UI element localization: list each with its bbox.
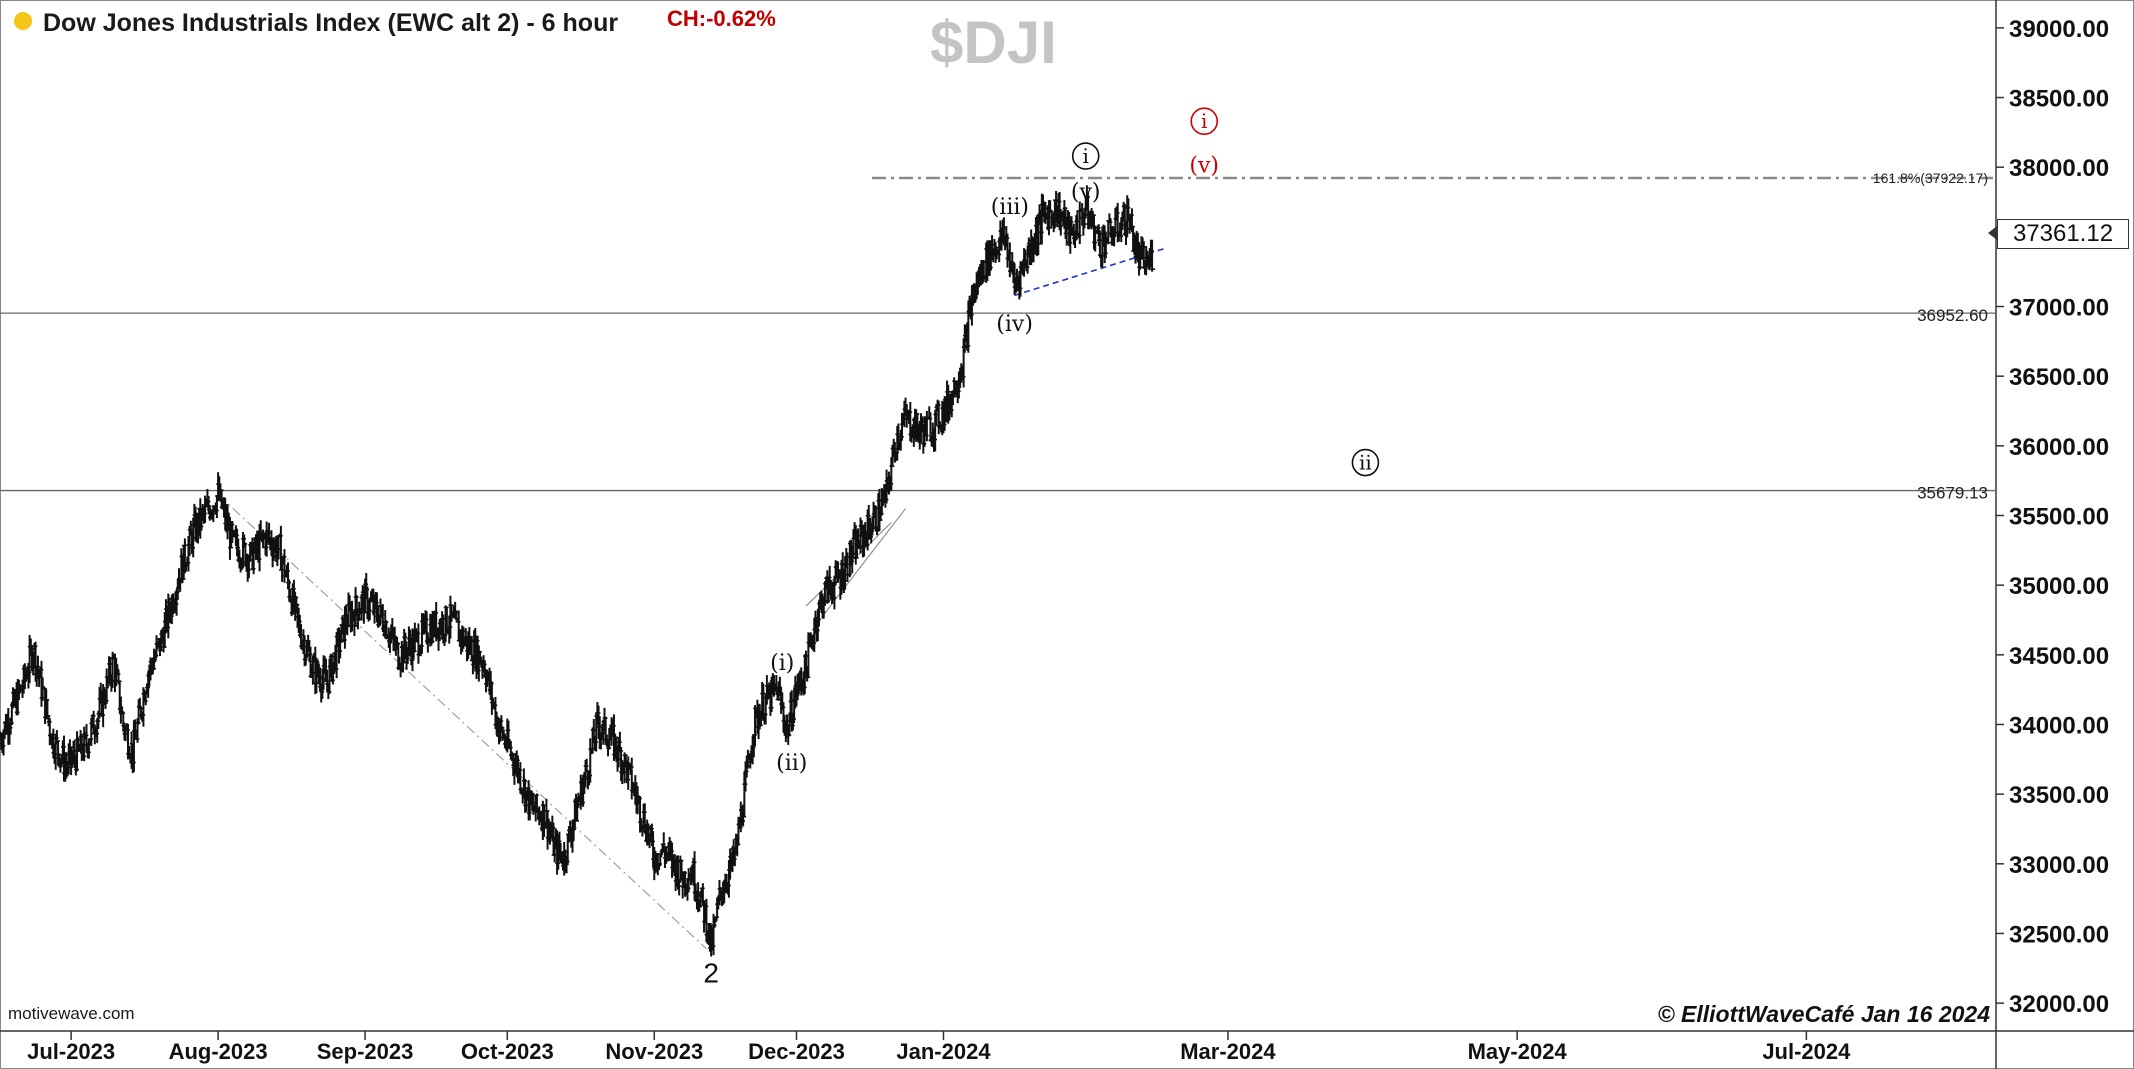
trend-line (805, 522, 892, 607)
y-tick-label: 34500.00 (2009, 643, 2109, 670)
x-tick-label: Dec-2023 (748, 1039, 845, 1064)
x-tick-label: May-2024 (1468, 1039, 1568, 1064)
status-dot-icon (14, 12, 32, 30)
wave-label: (v) (1189, 153, 1219, 178)
wave-label: (i) (770, 651, 794, 676)
wave-label: i (1201, 109, 1207, 133)
copyright-label: © ElliottWaveCafé Jan 16 2024 (1657, 1001, 1990, 1027)
change-label: CH:-0.62% (667, 6, 776, 31)
x-tick-label: Mar-2024 (1180, 1039, 1276, 1064)
y-tick-label: 32500.00 (2009, 921, 2109, 948)
wave-label: (iv) (996, 312, 1033, 337)
x-tick-label: Jul-2024 (1762, 1039, 1851, 1064)
wave-label: ii (1359, 451, 1372, 475)
x-tick-label: Aug-2023 (169, 1039, 268, 1064)
wave-label: (iii) (991, 195, 1029, 220)
y-tick-label: 37000.00 (2009, 295, 2109, 322)
y-tick-label: 39000.00 (2009, 16, 2109, 43)
wave-label: (ii) (776, 751, 807, 776)
y-tick-label: 32000.00 (2009, 991, 2109, 1018)
y-tick-label: 36000.00 (2009, 434, 2109, 461)
last-price-pointer-icon (1988, 226, 1997, 240)
chart-title: Dow Jones Industrials Index (EWC alt 2) … (43, 9, 619, 37)
y-tick-label: 34000.00 (2009, 712, 2109, 739)
level-label: 36952.60 (1917, 306, 1988, 325)
trend-line (217, 494, 707, 950)
x-tick-label: Jan-2024 (896, 1039, 991, 1064)
wave-label: i (1083, 144, 1089, 168)
wave-label: (v) (1071, 180, 1101, 205)
wave-label-circle (1190, 107, 1219, 136)
y-tick-label: 36500.00 (2009, 364, 2109, 391)
level-label: 35679.13 (1917, 484, 1988, 503)
last-price-label: 37361.12 (1997, 219, 2129, 249)
x-tick-label: Jul-2023 (27, 1039, 115, 1064)
x-tick-label: Sep-2023 (317, 1039, 414, 1064)
brand-label: motivewave.com (8, 1004, 135, 1023)
symbol-watermark: $DJI (930, 9, 1057, 76)
x-tick-label: Nov-2023 (605, 1039, 703, 1064)
y-tick-label: 33500.00 (2009, 782, 2109, 809)
wave-label: 2 (703, 957, 719, 988)
wave-label-circle (1071, 142, 1100, 170)
y-tick-label: 33000.00 (2009, 852, 2109, 879)
trend-line (824, 508, 906, 614)
x-tick-label: Oct-2023 (461, 1039, 554, 1064)
y-tick-label: 35000.00 (2009, 573, 2109, 600)
y-tick-label: 35500.00 (2009, 504, 2109, 531)
y-tick-label: 38500.00 (2009, 86, 2109, 113)
y-tick-label: 38000.00 (2009, 155, 2109, 182)
wave-label-circle (1351, 448, 1380, 477)
level-label: 161.8%(37922.17) (1873, 170, 1988, 186)
